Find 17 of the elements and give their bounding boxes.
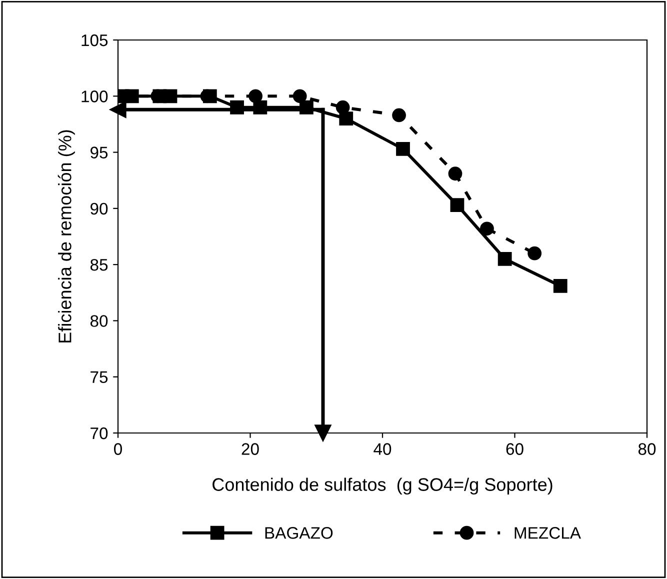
y-tick-label: 75 <box>90 371 108 384</box>
y-tick-label: 80 <box>90 315 108 327</box>
y-tick-label: 90 <box>90 202 108 215</box>
y-tick-label: 85 <box>90 258 108 271</box>
x-tick-label: 80 <box>638 443 656 455</box>
legend-label: MEZCLA <box>514 527 581 539</box>
x-tick-label: 60 <box>506 443 524 455</box>
y-tick-label: 105 <box>82 34 108 46</box>
legend-label: BAGAZO <box>265 527 333 539</box>
x-tick-label: 0 <box>114 443 122 455</box>
x-tick-label: 40 <box>374 443 392 455</box>
y-tick-label: 95 <box>90 146 108 158</box>
y-tick-label: 100 <box>82 90 108 102</box>
x-tick-label: 20 <box>242 443 259 455</box>
y-axis-title: Eficiencia de remoción (%) <box>58 130 75 342</box>
x-axis-title: Contenido de sulfatos (g SO4=/g Soporte) <box>212 478 552 495</box>
y-tick-label: 70 <box>90 427 108 440</box>
